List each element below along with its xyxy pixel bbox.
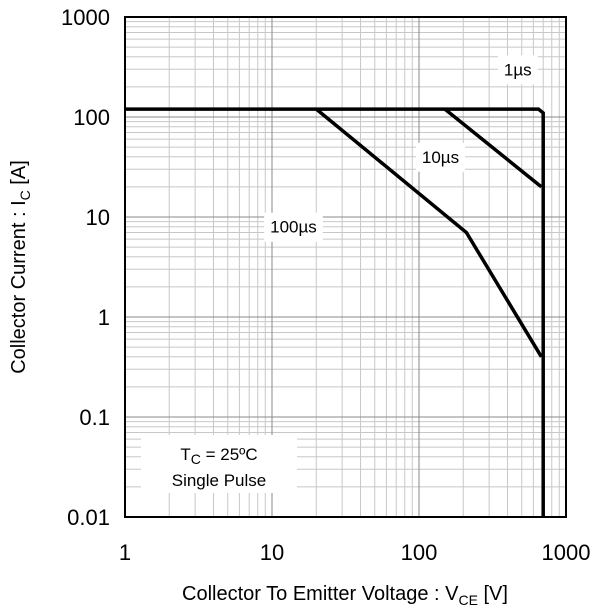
x-tick-label: 10 — [260, 540, 284, 565]
condition-box-bg — [141, 435, 297, 493]
x-tick-label: 100 — [401, 540, 438, 565]
condition-temperature: TC = 25ºC — [180, 445, 257, 467]
series-line-10µs — [443, 107, 543, 189]
minor-grid — [125, 17, 566, 517]
condition-box: TC = 25ºC Single Pulse — [141, 435, 297, 493]
series-layer — [125, 107, 545, 517]
annotation-bg — [497, 55, 538, 85]
condition-pulse: Single Pulse — [172, 471, 267, 490]
annotation-text: 100µs — [270, 218, 317, 237]
x-tick-label: 1 — [119, 540, 131, 565]
annotations: 1µs 10µs 100µs — [264, 55, 538, 242]
tick-labels: 1 10 100 1000 0.01 0.1 1 10 100 1000 — [61, 5, 590, 565]
y-tick-label: 10 — [86, 205, 110, 230]
annotation-bg — [264, 212, 323, 242]
annotation-text: 10µs — [422, 148, 459, 167]
x-tick-label: 1000 — [542, 540, 591, 565]
y-tick-label: 1 — [98, 305, 110, 330]
annotation-bg — [415, 142, 466, 172]
plot-frame — [124, 16, 567, 518]
y-tick-label: 100 — [73, 105, 110, 130]
series-line-100µs — [315, 107, 543, 358]
annotation-text: 1µs — [504, 60, 532, 79]
annotation-label: 10µs — [415, 142, 466, 172]
series-line-1µs — [125, 107, 545, 517]
y-axis-title: Collector Current : IC [A] — [8, 160, 33, 374]
annotation-label: 1µs — [497, 55, 538, 85]
y-tick-label: 0.01 — [67, 505, 110, 530]
x-axis-title: Collector To Emitter Voltage : VCE [V] — [182, 583, 508, 608]
y-tick-label: 0.1 — [79, 405, 110, 430]
annotation-label: 100µs — [264, 212, 323, 242]
y-tick-label: 1000 — [61, 5, 110, 30]
